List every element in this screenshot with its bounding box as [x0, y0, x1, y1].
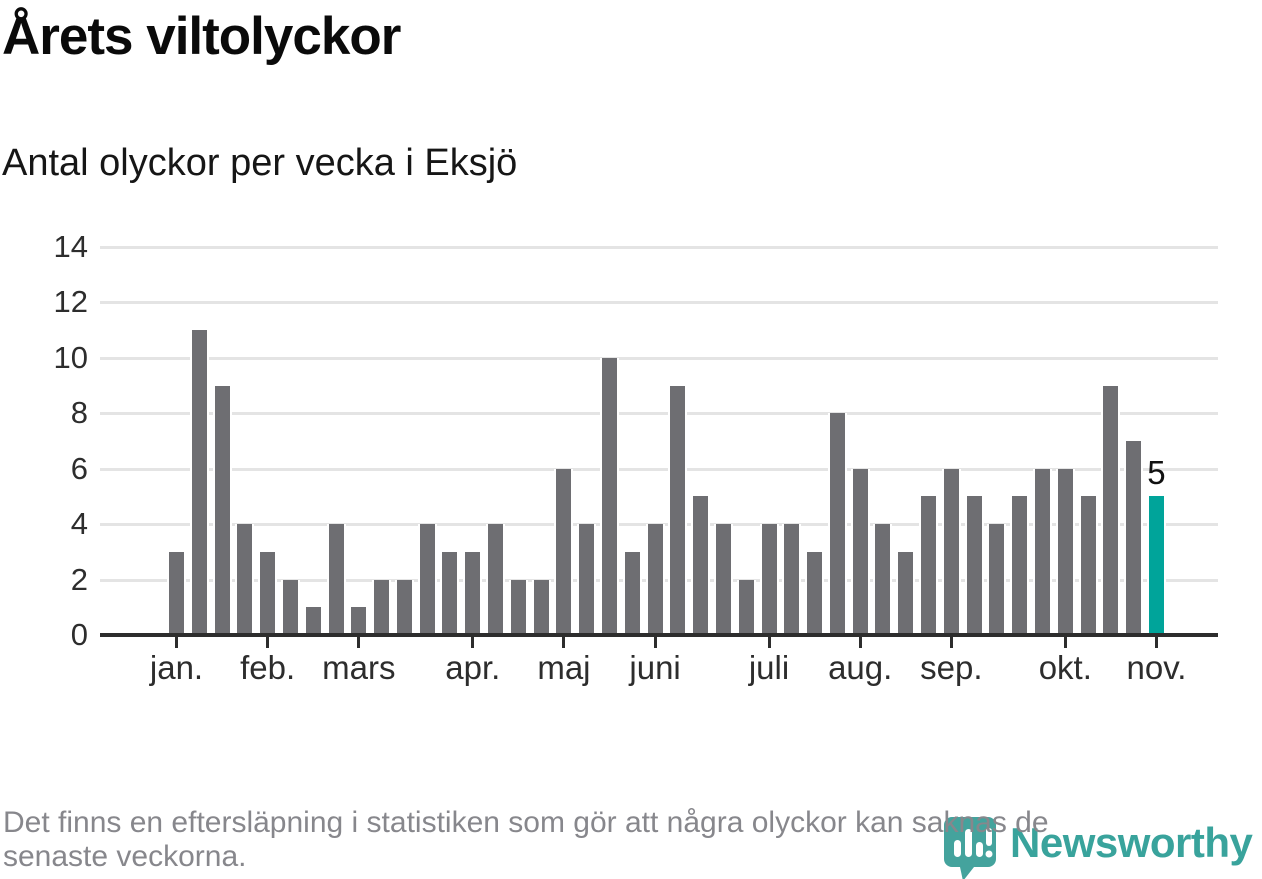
bar-week-7: [303, 607, 323, 635]
x-tick-label-aug: aug.: [828, 649, 893, 686]
x-tick-okt: [1063, 637, 1067, 648]
newsworthy-logo: Newsworthy: [944, 817, 1253, 879]
x-tick-label-feb: feb.: [240, 649, 296, 686]
bar-week-6: [280, 579, 300, 635]
bar-week-40: [1055, 468, 1075, 635]
bar-week-26: [736, 579, 756, 635]
bar-week-15: [486, 524, 506, 635]
x-axis-line: [100, 633, 1218, 637]
x-tick-mars: [357, 637, 361, 648]
y-tick-label-4: 4: [70, 506, 88, 542]
x-tick-feb: [266, 637, 270, 648]
y-tick-label-6: 6: [70, 450, 88, 486]
x-tick-label-jan: jan.: [149, 649, 204, 686]
x-tick-label-okt: okt.: [1038, 649, 1092, 686]
x-tick-apr: [471, 637, 475, 648]
bar-week-21: [622, 551, 642, 635]
bar-week-5: [258, 551, 278, 635]
bar-week-31: [850, 468, 870, 635]
x-tick-label-sep: sep.: [920, 649, 983, 686]
bar-week-3: [212, 385, 232, 635]
bar-week-27: [759, 524, 779, 635]
bar-week-4: [235, 524, 255, 635]
bar-week-41: [1078, 496, 1098, 635]
y-tick-label-0: 0: [70, 617, 88, 652]
bar-week-2: [189, 330, 209, 635]
bar-week-36: [964, 496, 984, 635]
x-tick-label-mars: mars: [322, 649, 396, 686]
bar-week-11: [394, 579, 414, 635]
x-tick-label-nov: nov.: [1126, 649, 1187, 686]
bar-week-25: [713, 524, 733, 635]
bar-week-1: [167, 551, 186, 635]
chart-subtitle: Antal olyckor per vecka i Eksjö: [2, 142, 518, 184]
x-tick-label-juni: juni: [629, 649, 681, 686]
bar-week-24: [691, 496, 711, 635]
bar-week-23: [668, 385, 688, 635]
bar-week-32: [873, 524, 893, 635]
y-tick-label-14: 14: [53, 229, 88, 264]
bar-week-43: [1124, 441, 1144, 635]
bar-week-16: [508, 579, 528, 635]
x-tick-nov: [1154, 637, 1158, 648]
gridline-6: [100, 467, 1218, 471]
footnote-line-1: Det finns en eftersläpning i statistiken…: [3, 806, 1049, 839]
bar-week-17: [531, 579, 551, 635]
gridline-8: [100, 412, 1218, 416]
plot-area: jan. feb. mars apr. maj juni juli aug. sep. okt. n…: [100, 246, 1218, 686]
y-axis-labels: 0 2 4 6 8 10 12 14: [0, 230, 88, 652]
bar-week-33: [896, 551, 916, 635]
x-tick-sep: [949, 637, 953, 648]
bar-chart: 0 2 4 6 8 10 12 14 jan. feb. mars apr. maj juni juli a…: [0, 230, 1262, 697]
x-tick-label-maj: maj: [537, 649, 591, 686]
gridline-14: [100, 246, 1218, 249]
x-tick-aug: [858, 637, 862, 648]
footnote: Det finns en eftersläpning i statistiken…: [3, 806, 1049, 874]
highlighted-bar-week-44: [1146, 496, 1166, 635]
bar-week-37: [987, 524, 1007, 635]
bar-week-12: [417, 524, 437, 635]
bar-week-38: [1010, 496, 1030, 635]
bar-week-30: [827, 413, 847, 635]
bar-week-9: [349, 607, 369, 635]
bar-week-19: [577, 524, 597, 635]
footnote-line-2: senaste veckorna.: [3, 840, 247, 873]
chart-title: Årets viltolyckor: [2, 7, 401, 66]
newsworthy-pin-icon: [944, 817, 996, 879]
newsworthy-logo-text: Newsworthy: [1010, 819, 1253, 866]
gridline-10: [100, 356, 1218, 360]
gridline-12: [100, 301, 1218, 305]
x-tick-juni: [653, 637, 657, 648]
bar-week-13: [440, 551, 460, 635]
y-tick-label-2: 2: [70, 561, 88, 597]
x-tick-jan: [175, 637, 178, 648]
x-tick-label-juli: juli: [748, 649, 790, 686]
x-tick-maj: [562, 637, 566, 648]
bar-week-20: [600, 357, 619, 635]
bar-week-34: [919, 496, 939, 635]
last-value-label: 5: [1147, 454, 1166, 492]
bar-week-8: [326, 524, 346, 635]
y-tick-label-10: 10: [53, 339, 88, 375]
y-tick-label-8: 8: [70, 395, 88, 431]
y-tick-label-12: 12: [53, 284, 88, 320]
bar-week-28: [782, 524, 802, 635]
bar-week-42: [1101, 385, 1121, 635]
x-tick-juli: [767, 637, 771, 648]
bar-week-18: [554, 468, 574, 635]
bar-week-35: [941, 468, 961, 635]
x-tick-label-apr: apr.: [445, 649, 501, 686]
bar-week-22: [645, 524, 665, 635]
bar-week-39: [1033, 468, 1053, 635]
bar-week-10: [372, 579, 392, 635]
bar-week-14: [463, 551, 483, 635]
bar-week-29: [805, 551, 825, 635]
